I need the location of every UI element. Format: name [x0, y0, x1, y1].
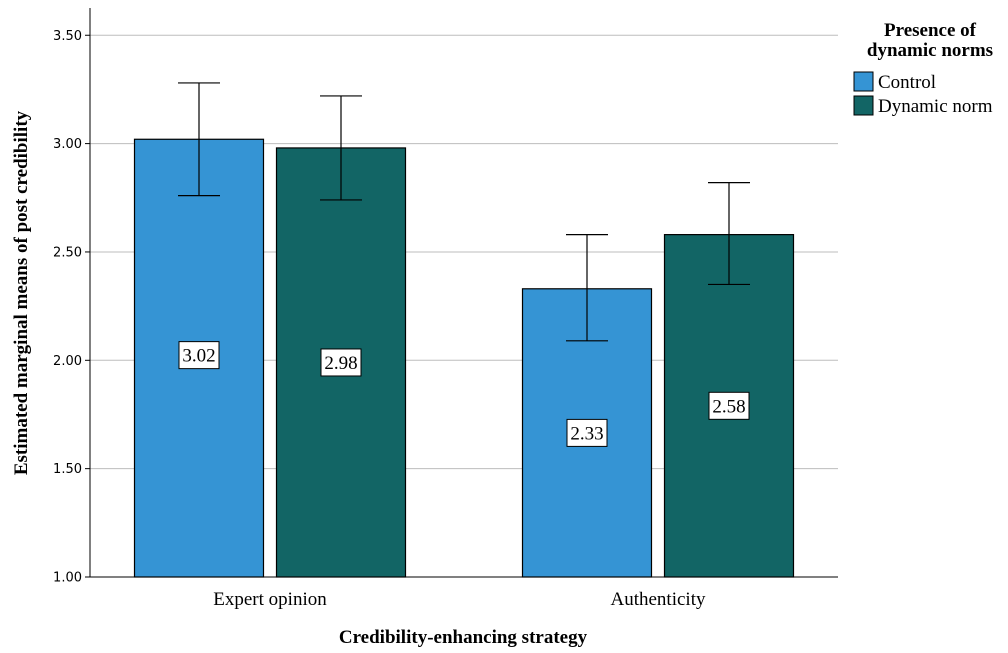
value-label-box	[708, 391, 750, 420]
y-tick-label: 2.00	[53, 354, 82, 369]
legend-title-line-1: Presence of	[884, 20, 977, 41]
y-axis-title: Estimated marginal means of post credibi…	[11, 110, 32, 475]
bars	[133, 138, 795, 578]
legend-swatch-dynamic-norm	[853, 95, 874, 116]
y-tick-label: 3.00	[53, 137, 82, 152]
value-label: 3.02	[182, 346, 215, 367]
x-axis-title: Credibility-enhancing strategy	[339, 627, 588, 648]
value-label: 2.33	[570, 423, 603, 444]
legend-title-line-2: dynamic norms	[867, 40, 993, 61]
x-tick-label: Expert opinion	[213, 589, 327, 610]
y-tick-label: 3.50	[53, 29, 82, 44]
value-labels: 3.02 2.98 2.33 2.58	[178, 341, 750, 447]
value-label: 2.98	[324, 353, 357, 374]
value-label-box	[566, 418, 608, 447]
error-bars	[178, 82, 750, 342]
legend-swatch-control	[853, 71, 874, 92]
legend-label: Dynamic norm	[878, 96, 993, 117]
y-tick-label: 2.50	[53, 245, 82, 260]
y-tick-label: 1.00	[53, 571, 82, 586]
axes: 1.00 1.50 2.00 2.50 3.00 3.50 Expert opinion Au…	[53, 8, 838, 610]
legend: Presence of dynamic norms Control Dynamic…	[853, 20, 993, 117]
y-tick-label: 1.50	[53, 462, 82, 477]
x-tick-label: Authenticity	[611, 589, 706, 610]
legend-label: Control	[878, 72, 936, 93]
value-label-box	[178, 341, 220, 370]
value-label: 2.58	[712, 396, 745, 417]
value-label-box	[320, 348, 362, 377]
